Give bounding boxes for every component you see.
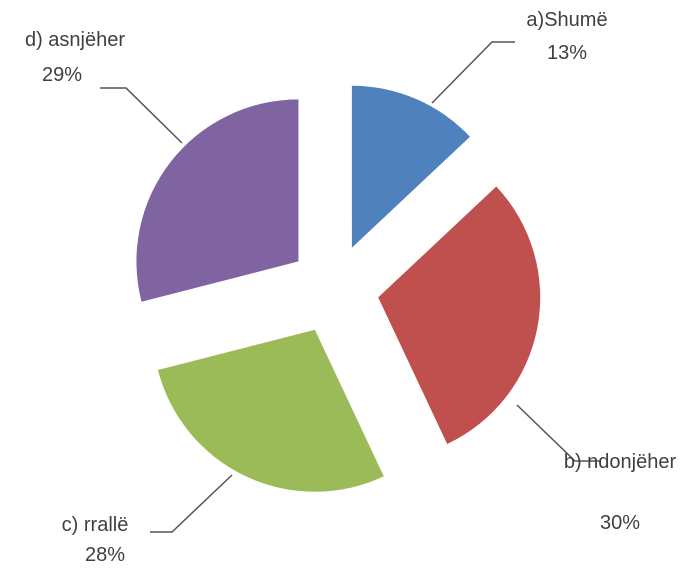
value-label: 29% <box>41 64 83 86</box>
pie-slice <box>136 99 299 302</box>
leader-line <box>431 41 515 104</box>
leader-line <box>516 404 600 462</box>
pie-slice <box>378 186 541 445</box>
slice-label: a)Shumë <box>526 9 608 31</box>
slice-label: b) ndonjëher <box>563 451 677 473</box>
leader-line <box>100 87 183 144</box>
value-label: 30% <box>599 512 641 534</box>
pie-slice <box>351 85 470 248</box>
leader-line <box>150 474 233 533</box>
slice-label: c) rrallë <box>61 514 129 536</box>
slice-label: d) asnjëher <box>24 29 126 51</box>
value-label: 13% <box>546 42 588 64</box>
pie-slice <box>157 329 384 492</box>
value-label: 28% <box>84 544 126 566</box>
